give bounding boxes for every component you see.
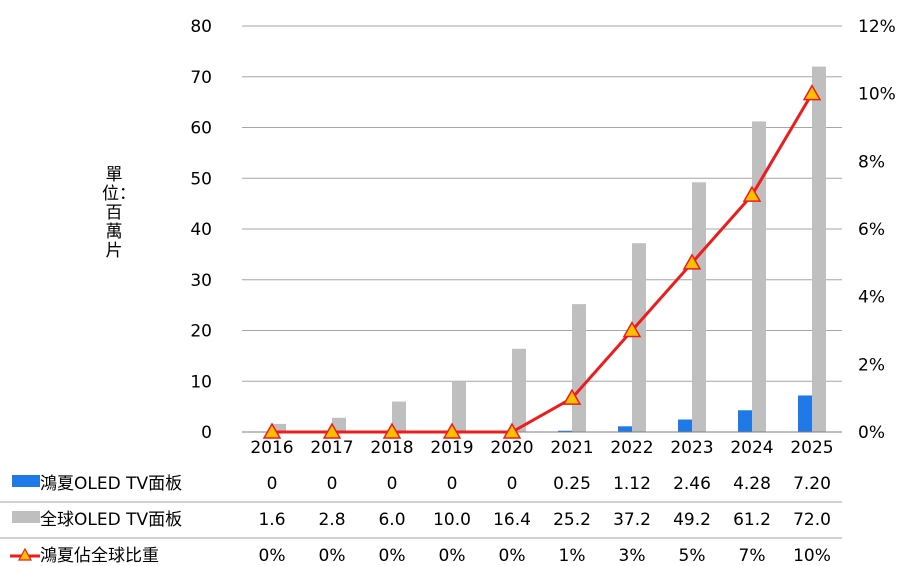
- table-value: 0%: [379, 546, 406, 566]
- y-axis-label: 單位：百萬片: [102, 165, 136, 261]
- table-value: 16.4: [493, 510, 531, 530]
- bar-global: [272, 423, 286, 432]
- table-value: 37.2: [613, 510, 651, 530]
- x-tick-label: 2024: [730, 438, 773, 458]
- y-tick-label: 0: [201, 423, 212, 443]
- y2-tick-label: 8%: [858, 152, 885, 172]
- bar-global: [752, 121, 766, 432]
- bar-hongxia: [798, 395, 812, 432]
- table-value: 1%: [559, 546, 586, 566]
- y2-tick-label: 2%: [858, 355, 885, 375]
- table-value: 4.28: [733, 474, 771, 494]
- y2-tick-label: 4%: [858, 288, 885, 308]
- table-value: 72.0: [793, 510, 831, 530]
- line-marker: [502, 422, 522, 439]
- bar-global: [692, 182, 706, 432]
- table-value: 0: [447, 474, 458, 494]
- table-value: 49.2: [673, 510, 711, 530]
- legend-key: [12, 475, 40, 487]
- y-tick-label: 20: [190, 322, 212, 342]
- x-tick-label: 2019: [430, 438, 473, 458]
- y-tick-label: 80: [190, 17, 212, 37]
- x-tick-label: 2016: [250, 438, 293, 458]
- bar-global: [452, 381, 466, 432]
- table-value: 0%: [259, 546, 286, 566]
- line-marker: [322, 422, 342, 439]
- table-value: 3%: [619, 546, 646, 566]
- bar-hongxia: [738, 410, 752, 432]
- line-marker: [622, 320, 642, 338]
- table-value: 7%: [739, 546, 766, 566]
- table-value: 2.46: [673, 474, 711, 494]
- x-tick-label: 2018: [370, 438, 413, 458]
- table-value: 1.6: [258, 510, 285, 530]
- table-value: 0: [267, 474, 278, 494]
- line-marker: [442, 422, 462, 439]
- table-value: 0%: [499, 546, 526, 566]
- table-value: 2.8: [318, 510, 345, 530]
- x-tick-label: 2017: [310, 438, 353, 458]
- bar-global: [812, 66, 826, 432]
- table-value: 61.2: [733, 510, 771, 530]
- line-marker: [742, 185, 762, 202]
- bar-hongxia: [678, 419, 692, 432]
- y2-tick-label: 6%: [858, 220, 885, 240]
- x-tick-label: 2022: [610, 438, 653, 458]
- y-tick-label: 30: [190, 271, 212, 291]
- y-axis-label-text: 單位：百萬片: [102, 165, 136, 261]
- table-value: 0%: [319, 546, 346, 566]
- line-marker: [802, 84, 822, 101]
- y-tick-label: 40: [190, 220, 212, 240]
- bar-global: [572, 304, 586, 432]
- table-value: 7.20: [793, 474, 831, 494]
- x-tick-label: 2021: [550, 438, 593, 458]
- x-tick-label: 2025: [790, 438, 833, 458]
- table-value: 0%: [439, 546, 466, 566]
- table-value: 0: [327, 474, 338, 494]
- bar-global: [332, 417, 346, 432]
- y-tick-label: 70: [190, 68, 212, 88]
- table-value: 0: [387, 474, 398, 494]
- x-tick-label: 2023: [670, 438, 713, 458]
- table-value: 0: [507, 474, 518, 494]
- y-tick-label: 50: [190, 169, 212, 189]
- table-value: 25.2: [553, 510, 591, 530]
- y2-tick-label: 10%: [858, 85, 896, 105]
- legend-label: 全球OLED TV面板: [40, 510, 182, 530]
- bar-hongxia: [618, 426, 632, 432]
- line-marker: [382, 422, 402, 439]
- bar-global: [392, 401, 406, 432]
- table-value: 1.12: [613, 474, 651, 494]
- table-value: 10.0: [433, 510, 471, 530]
- y2-tick-label: 0%: [858, 423, 885, 443]
- table-value: 6.0: [378, 510, 405, 530]
- bar-hongxia: [558, 430, 572, 432]
- table-value: 5%: [679, 546, 706, 566]
- line-marker: [682, 253, 702, 270]
- line-marker: [262, 422, 282, 439]
- table-value: 0.25: [553, 474, 591, 494]
- line-marker: [562, 388, 582, 405]
- legend-key-marker: [17, 547, 33, 561]
- y2-tick-label: 12%: [858, 17, 896, 37]
- y-tick-label: 60: [190, 119, 212, 139]
- table-value: 10%: [793, 546, 831, 566]
- x-tick-label: 2020: [490, 438, 533, 458]
- legend-key: [12, 511, 40, 523]
- legend-label: 鴻夏佔全球比重: [40, 546, 159, 566]
- y-tick-label: 10: [190, 372, 212, 392]
- line-share: [272, 92, 814, 434]
- legend-label: 鴻夏OLED TV面板: [40, 474, 182, 494]
- bar-global: [512, 348, 526, 432]
- bar-global: [632, 243, 646, 432]
